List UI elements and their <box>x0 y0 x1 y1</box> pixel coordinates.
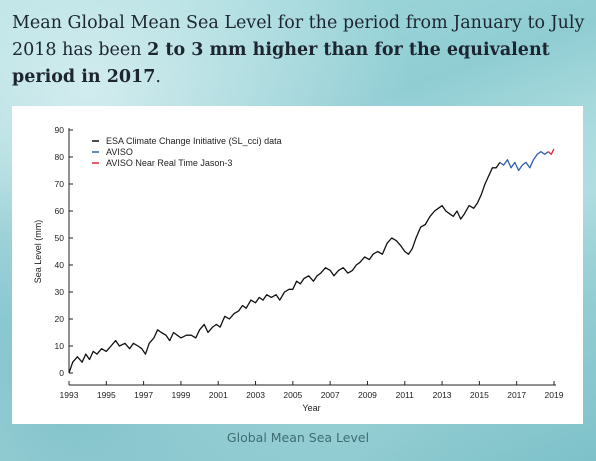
x-tick-label: 2019 <box>545 390 564 400</box>
x-tick-label: 1999 <box>171 390 190 400</box>
y-tick-label: 20 <box>55 314 65 324</box>
intro-bold-text: 2 to 3 mm higher than for the equivalent… <box>12 40 550 87</box>
x-tick-label: 1997 <box>134 390 153 400</box>
intro-end: . <box>155 67 161 87</box>
series-line-1 <box>68 162 501 374</box>
legend-label-3: AVISO Near Real Time Jason-3 <box>106 158 232 168</box>
y-tick-label: 60 <box>55 206 65 216</box>
y-tick-label: 10 <box>55 341 65 351</box>
series-line-2 <box>499 150 549 172</box>
y-tick-label: 50 <box>55 233 65 243</box>
y-axis-label: Sea Level (mm) <box>33 220 43 284</box>
intro-text: Mean Global Mean Sea Level for the perio… <box>12 13 585 60</box>
x-tick-label: 2011 <box>396 390 415 400</box>
x-tick-label: 2013 <box>433 390 452 400</box>
x-tick-label: 2001 <box>209 390 228 400</box>
sea-level-chart: 0 10 20 30 40 50 60 70 80 90 1993 1995 1997 1999 2001 2… <box>33 125 564 413</box>
x-tick-label: 2003 <box>246 390 265 400</box>
y-tick-label: 70 <box>55 179 65 189</box>
chart-card: 0 10 20 30 40 50 60 70 80 90 1993 1995 1997 1999 2001 2… <box>12 106 583 424</box>
x-tick-label: 1995 <box>97 390 116 400</box>
legend-label-2: AVISO <box>106 147 133 157</box>
x-tick-label: 2015 <box>470 390 489 400</box>
y-tick-label: 30 <box>55 287 65 297</box>
x-tick-label: 2017 <box>507 390 526 400</box>
y-tick-label: 0 <box>59 368 64 378</box>
x-axis-label: Year <box>302 403 320 413</box>
x-tick-label: 2009 <box>358 390 377 400</box>
y-tick-label: 90 <box>55 125 65 135</box>
y-tick-label: 40 <box>55 260 65 270</box>
legend-label-1: ESA Climate Change Initiative (SL_cci) d… <box>106 136 282 146</box>
x-tick-label: 2005 <box>283 390 302 400</box>
y-tick-label: 80 <box>55 152 65 162</box>
x-tick-label: 2007 <box>321 390 340 400</box>
chart-caption: Global Mean Sea Level <box>226 430 370 445</box>
x-tick-label: 1993 <box>60 390 79 400</box>
series-line-3 <box>547 148 555 155</box>
intro-paragraph: Mean Global Mean Sea Level for the perio… <box>12 10 587 91</box>
